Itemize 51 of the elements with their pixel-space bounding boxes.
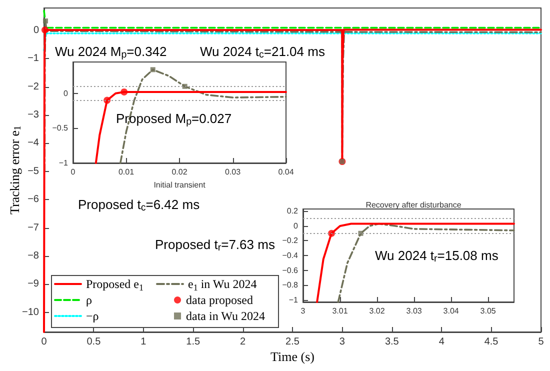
- y-tick-label: −1: [288, 295, 299, 304]
- y-tick-label: 0.2: [286, 206, 299, 216]
- y-tick-label: −4: [28, 138, 40, 149]
- y-tick-label: −0.6: [282, 266, 299, 275]
- x-tick-label: 3.03: [406, 306, 422, 316]
- x-tick-label: 0.03: [224, 168, 242, 176]
- x-tick-label: 4.5: [484, 336, 499, 348]
- legend-label: data in Wu 2024: [186, 309, 265, 323]
- y-tick-label: −0.4: [282, 251, 299, 260]
- x-tick-label: 0.02: [172, 168, 188, 176]
- x-tick-label: 2: [240, 336, 246, 348]
- y-tick-label: −3: [28, 110, 40, 121]
- x-tick-label: 5: [538, 336, 544, 348]
- x-tick-label: 0.01: [118, 168, 135, 176]
- x-tick-label: 3: [300, 306, 306, 316]
- y-tick-label: −9: [28, 278, 40, 290]
- legend-label: −ρ: [86, 309, 99, 323]
- y-tick-label: −1: [58, 158, 69, 168]
- x-tick-label: 0.04: [278, 168, 294, 176]
- y-tick-label: 0: [64, 88, 69, 98]
- x-tick-label: 2.5: [286, 336, 300, 348]
- x-tick-label: 3.05: [480, 306, 496, 316]
- y-tick-label: −1: [28, 53, 40, 64]
- y-tick-label: −5: [28, 166, 40, 177]
- chart-title: Recovery after disturbance: [366, 200, 462, 210]
- y-tick-label: 0: [294, 221, 299, 230]
- x-tick-label: 1: [140, 336, 147, 348]
- x-tick-label: 3: [339, 336, 346, 348]
- y-tick-label: −10: [22, 306, 40, 318]
- x-tick-label: 3.01: [332, 306, 348, 316]
- y-tick-label: −7: [28, 222, 40, 234]
- legend-label: ρ: [86, 293, 92, 307]
- x-axis-title: Time (s): [270, 349, 314, 364]
- x-tick-label: 4: [438, 336, 445, 348]
- y-tick-label: −6: [28, 194, 40, 206]
- x-tick-label: 3.5: [384, 336, 400, 348]
- y-tick-label: 0: [33, 25, 40, 36]
- x-tick-label: 3.04: [443, 306, 460, 316]
- y-tick-label: −2: [28, 81, 40, 92]
- y-tick-label: −8: [28, 250, 40, 262]
- x-tick-label: 0.5: [86, 336, 102, 348]
- x-axis-title: Initial transient: [154, 180, 206, 190]
- x-tick-label: 1.5: [186, 336, 200, 348]
- y-tick-label: −0.5: [52, 124, 69, 133]
- x-tick-label: 0: [70, 168, 76, 176]
- y-axis-title: Tracking error e1: [6, 125, 24, 214]
- y-tick-label: −0.2: [282, 236, 299, 246]
- y-tick-label: −0.8: [282, 280, 299, 290]
- legend-label: data proposed: [186, 293, 253, 307]
- x-tick-label: 3.02: [369, 306, 386, 316]
- x-tick-label: 0: [41, 336, 48, 348]
